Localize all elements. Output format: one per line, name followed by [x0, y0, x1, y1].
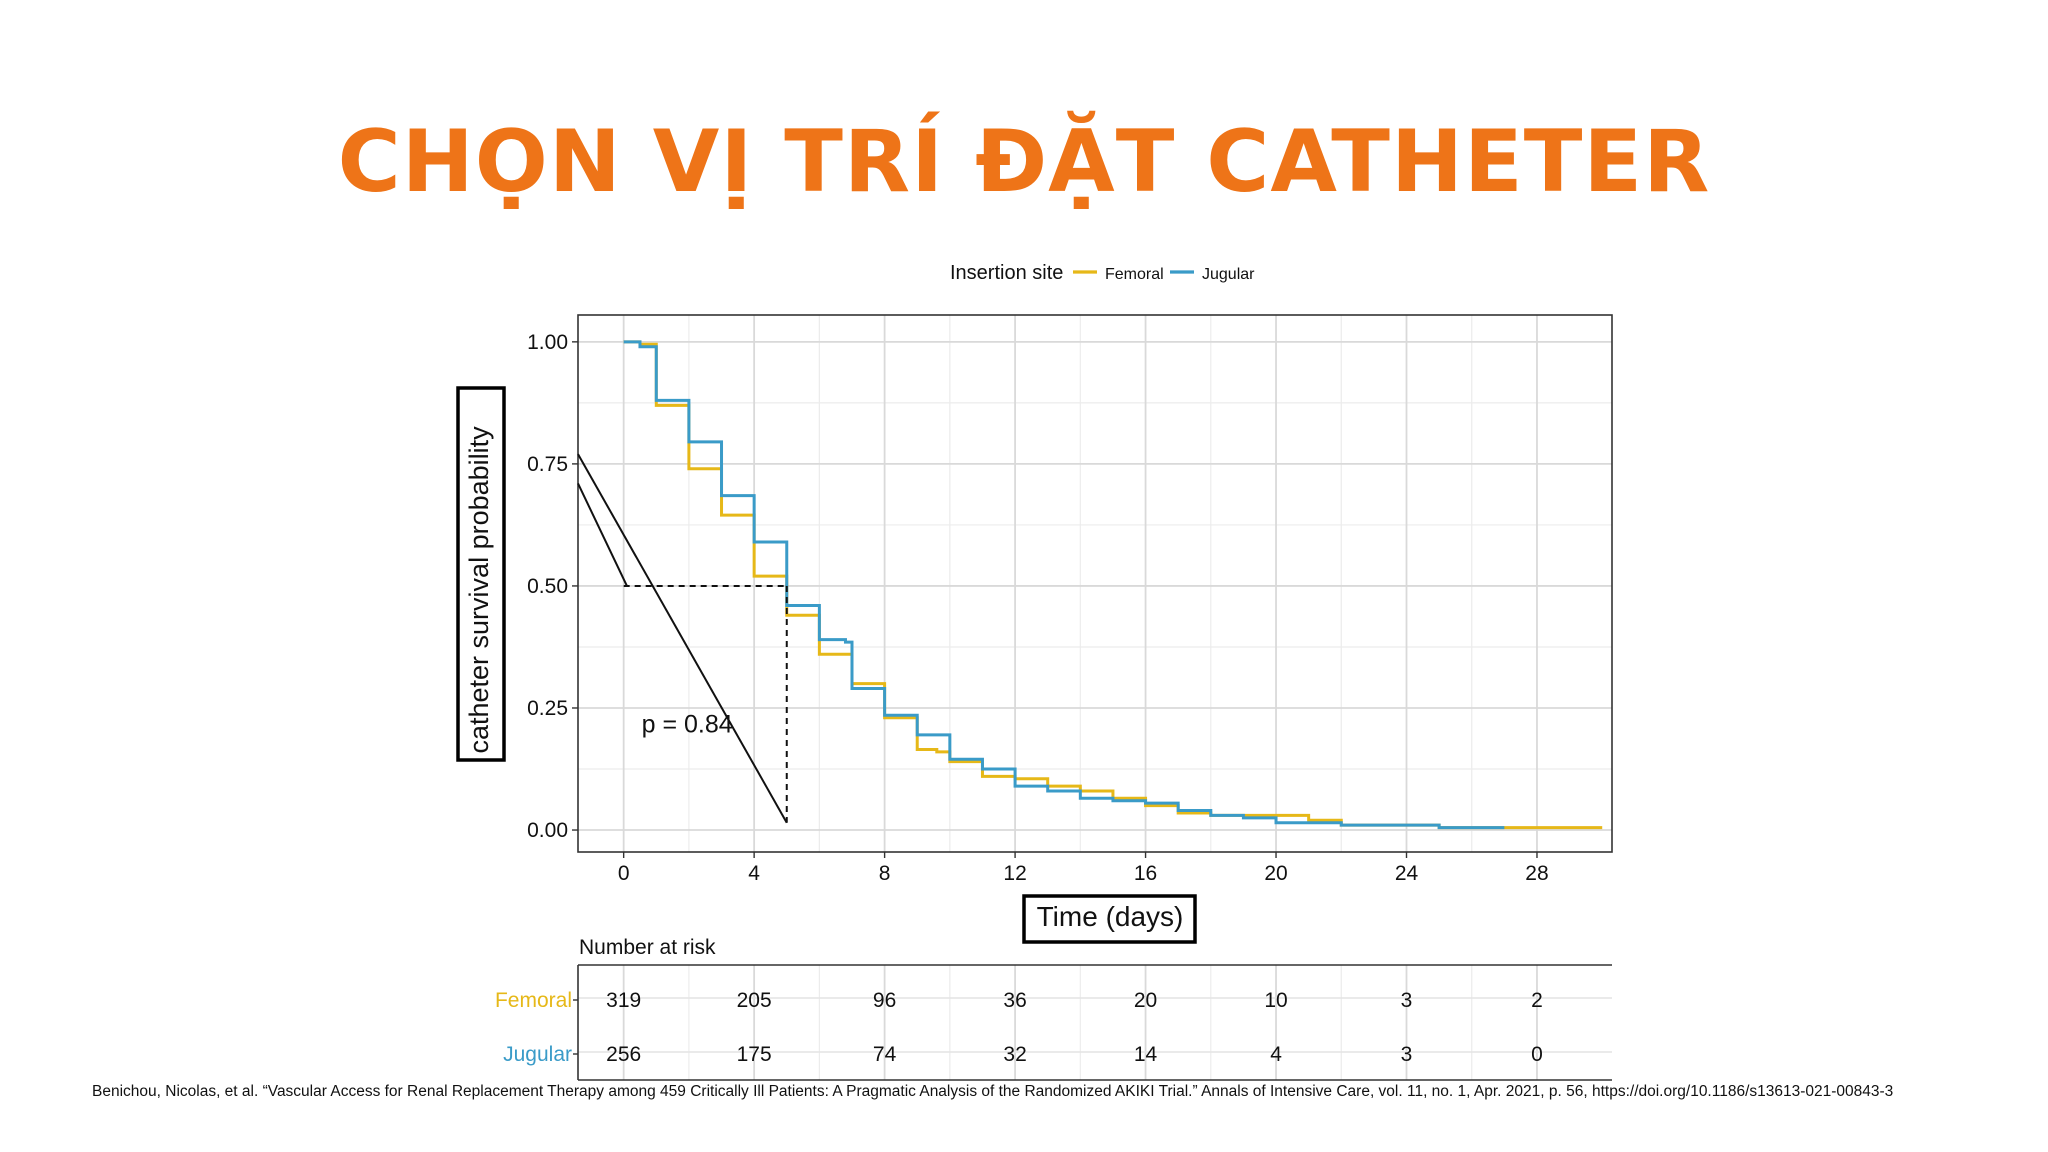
- plot-border: [577, 314, 1613, 853]
- risk-cell: 3: [1401, 1043, 1413, 1066]
- y-tick-label: 0.25: [527, 697, 568, 720]
- x-tick-label: 20: [1264, 862, 1287, 885]
- series-line-jugular: [623, 340, 1505, 830]
- risk-cell: 205: [737, 989, 772, 1012]
- risk-cell: 36: [1003, 989, 1026, 1012]
- risk-table-title: Number at risk: [579, 936, 716, 959]
- risk-cell: 175: [737, 1043, 772, 1066]
- pointer-line: [577, 453, 788, 824]
- legend-label-femoral: Femoral: [1105, 266, 1164, 283]
- x-tick-label: 8: [879, 862, 891, 885]
- risk-cell: 319: [606, 989, 641, 1012]
- x-tick-label: 16: [1134, 862, 1157, 885]
- x-tick-label: 12: [1003, 862, 1026, 885]
- y-tick-label: 0.50: [527, 575, 568, 598]
- y-tick-label: 0.75: [527, 453, 568, 476]
- risk-cell: 96: [873, 989, 896, 1012]
- slide-title: CHỌN VỊ TRÍ ĐẶT CATHETER: [337, 112, 1711, 212]
- risk-cell: 74: [873, 1043, 897, 1066]
- x-tick-label: 28: [1525, 862, 1548, 885]
- risk-cell: 2: [1531, 989, 1543, 1012]
- x-tick-label: 0: [618, 862, 630, 885]
- x-tick-label: 24: [1395, 862, 1419, 885]
- risk-cell: 4: [1270, 1043, 1282, 1066]
- legend-label-jugular: Jugular: [1202, 266, 1255, 283]
- risk-cell: 256: [606, 1043, 641, 1066]
- x-tick-label: 4: [748, 862, 760, 885]
- series-line-femoral: [623, 340, 1603, 830]
- y-axis-label: catheter survival probability: [464, 426, 494, 754]
- citation: Benichou, Nicolas, et al. “Vascular Acce…: [92, 1083, 1894, 1100]
- risk-row-label-femoral: Femoral: [495, 989, 572, 1012]
- x-axis-label-box: [1022, 894, 1197, 944]
- y-tick-label: 0.00: [527, 819, 568, 842]
- risk-cell: 20: [1134, 989, 1157, 1012]
- x-axis-label: Time (days): [1037, 901, 1184, 932]
- y-tick-label: 1.00: [527, 331, 568, 354]
- legend-title: Insertion site: [950, 262, 1063, 284]
- risk-cell: 3: [1401, 989, 1413, 1012]
- risk-cell: 32: [1003, 1043, 1026, 1066]
- pointer-line: [577, 482, 628, 587]
- risk-row-label-jugular: Jugular: [503, 1043, 572, 1066]
- p-value-annotation: p = 0.84: [642, 710, 733, 738]
- risk-cell: 0: [1531, 1043, 1543, 1066]
- y-axis-label-box: [456, 386, 506, 762]
- risk-cell: 10: [1264, 989, 1287, 1012]
- risk-cell: 14: [1134, 1043, 1158, 1066]
